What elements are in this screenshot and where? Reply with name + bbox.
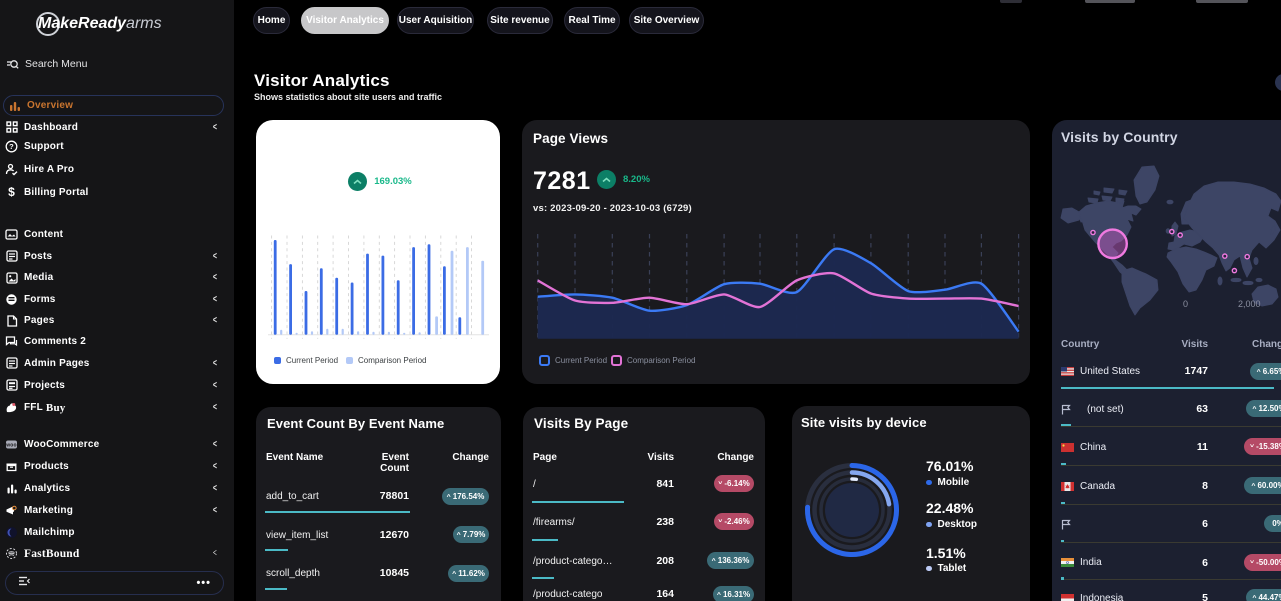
svg-text:?: ? (9, 142, 14, 151)
svg-text:woo: woo (5, 443, 17, 449)
